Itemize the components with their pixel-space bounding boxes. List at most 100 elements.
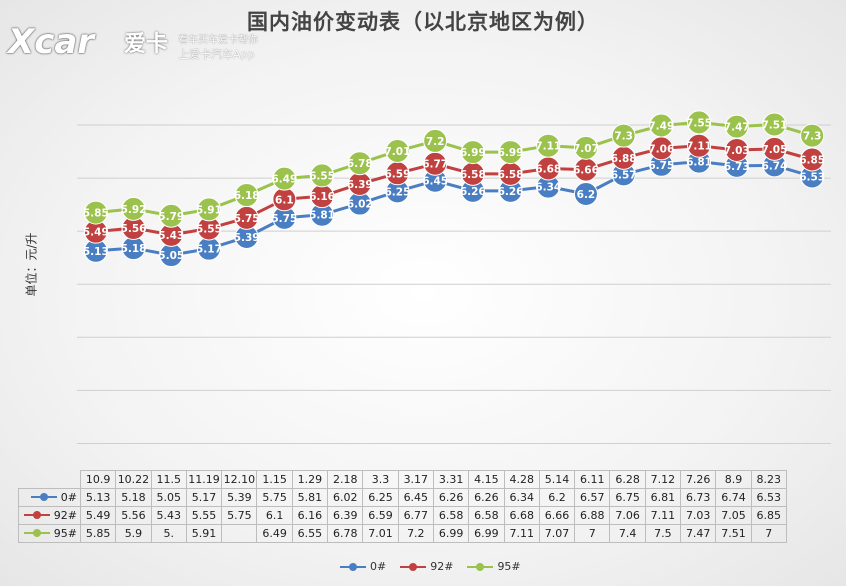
data-label: 6.1 — [275, 194, 294, 206]
table-cell: 5.13 — [79, 488, 117, 507]
data-label: 5.49 — [83, 227, 109, 239]
table-cell: 5.39 — [221, 488, 258, 507]
data-label: 6.16 — [309, 191, 335, 203]
table-cell: 5.75 — [221, 506, 258, 525]
table-cell: 6.55 — [291, 524, 329, 543]
data-point — [121, 196, 146, 221]
table-series-key: 95# — [18, 524, 81, 543]
x-tick-label: 12.10 — [221, 470, 258, 489]
table-cell: 6.75 — [609, 488, 646, 507]
x-tick-label: 10.22 — [115, 470, 152, 489]
table-cell: 5.81 — [291, 488, 329, 507]
data-label: 6.75 — [648, 160, 674, 172]
series-1: 5.49 5.56 5.43 5.55 5.75 6.1 6.16 6.39 6.59 6.77 6… — [83, 133, 825, 247]
table-cell: 5.75 — [256, 488, 293, 507]
table-series-key: 92# — [18, 506, 81, 525]
data-label: 7.03 — [724, 145, 750, 157]
data-point — [347, 151, 372, 176]
data-label: 5.18 — [121, 243, 147, 255]
table-cell: 6.85 — [750, 506, 787, 525]
table-cell: 6.1 — [256, 506, 293, 525]
table-cell: 5.49 — [79, 506, 117, 525]
data-point — [800, 123, 825, 148]
x-tick-label: 1.29 — [291, 470, 329, 489]
data-point — [196, 197, 221, 222]
xcar-watermark-logo: Xcar 爱卡 — [8, 22, 178, 64]
series-0: 5.13 5.18 5.05 5.17 5.39 5.75 5.81 6.02 6.25 6.45… — [83, 149, 825, 268]
table-cell: 7.06 — [609, 506, 646, 525]
legend-swatch — [400, 562, 427, 571]
table-cell: 6.26 — [468, 488, 505, 507]
data-label: 5.92 — [121, 204, 147, 216]
table-cell: 6.81 — [644, 488, 682, 507]
x-tick-label: 10.9 — [79, 470, 117, 489]
data-label: 5.75 — [234, 213, 260, 225]
legend-swatch — [23, 511, 50, 519]
data-label: 5.17 — [196, 244, 222, 256]
data-label: 6.85 — [799, 155, 825, 167]
legend-item: 0# — [340, 560, 386, 573]
table-row: 92# 5.49 5.56 5.43 5.55 5.75 6.1 6.16 6.39 6.59 6.… — [18, 506, 787, 525]
table-cell: 6.02 — [327, 488, 364, 507]
watermark-slogan-1: 看车买车爱卡帮你 — [178, 35, 258, 46]
data-label: 6.74 — [761, 160, 787, 172]
table-series-name: 92# — [53, 509, 77, 522]
table-cell: 6.78 — [327, 524, 364, 543]
table-cell: 6.66 — [538, 506, 576, 525]
series-2: 5.85 5.92 5.79 5.91 6.18 6.49 6.55 6.78 7.01 7.2 6… — [83, 110, 825, 228]
data-label: 6.26 — [460, 186, 486, 198]
data-point — [573, 135, 598, 160]
table-cell: 6.16 — [291, 506, 329, 525]
data-label: 5.43 — [158, 230, 184, 242]
data-point — [611, 123, 636, 148]
table-cell: 5.9 — [115, 524, 152, 543]
data-label: 5.91 — [196, 204, 222, 216]
data-point — [385, 139, 410, 164]
table-cell: 7.47 — [680, 524, 717, 543]
data-label: 6.59 — [384, 168, 410, 180]
data-label: 6.25 — [384, 186, 410, 198]
data-label: 6.53 — [799, 171, 825, 183]
table-cell: 5.56 — [115, 506, 152, 525]
data-label: 5.81 — [309, 210, 335, 222]
data-point — [159, 203, 184, 228]
data-point — [234, 183, 259, 208]
table-cell: 6.49 — [256, 524, 293, 543]
table-cell: 6.77 — [397, 506, 434, 525]
table-cell: 6.58 — [432, 506, 470, 525]
data-label: 7.01 — [384, 146, 410, 158]
data-label: 7.11 — [686, 141, 712, 153]
x-tick-label: 6.11 — [574, 470, 611, 489]
table-series-name: 95# — [53, 527, 77, 540]
data-label: 6.78 — [347, 158, 373, 170]
data-label: 6.57 — [611, 169, 637, 181]
table-cell: 7.03 — [680, 506, 717, 525]
table-cell: 7.05 — [715, 506, 752, 525]
data-label: 6.02 — [347, 199, 373, 211]
data-label: 5.85 — [83, 208, 109, 220]
data-label: 7.11 — [535, 141, 561, 153]
data-point — [800, 147, 825, 172]
data-label: 7.3 — [803, 131, 822, 143]
x-tick-label: 4.28 — [503, 470, 540, 489]
table-cell: 6.74 — [715, 488, 752, 507]
data-label: 6.68 — [535, 164, 561, 176]
data-label: 6.2 — [577, 189, 596, 201]
data-label: 6.88 — [611, 153, 637, 165]
data-label: 5.55 — [196, 224, 222, 236]
x-tick-label: 7.12 — [644, 470, 682, 489]
data-label: 6.18 — [234, 190, 260, 202]
legend-label: 0# — [370, 560, 387, 573]
data-label: 6.49 — [271, 174, 297, 186]
data-table: 10.9 10.22 11.5 11.19 12.10 1.15 1.29 2.18 3.3 3.… — [18, 470, 787, 543]
table-cell: 6.57 — [574, 488, 611, 507]
table-cell: 5.18 — [115, 488, 152, 507]
data-label: 6.77 — [422, 159, 448, 171]
data-point — [83, 200, 108, 225]
x-tick-label: 3.3 — [362, 470, 399, 489]
data-label: 7.49 — [648, 121, 674, 133]
x-tick-label: 1.15 — [256, 470, 293, 489]
table-header-row: 10.9 10.22 11.5 11.19 12.10 1.15 1.29 2.18 3.3 3.… — [19, 470, 787, 489]
table-cell: 6.34 — [503, 488, 540, 507]
table-row: 95# 5.85 5.9 5. 5.91 6.49 6.55 6.78 7.01 7.2 6.99 6… — [18, 524, 787, 543]
